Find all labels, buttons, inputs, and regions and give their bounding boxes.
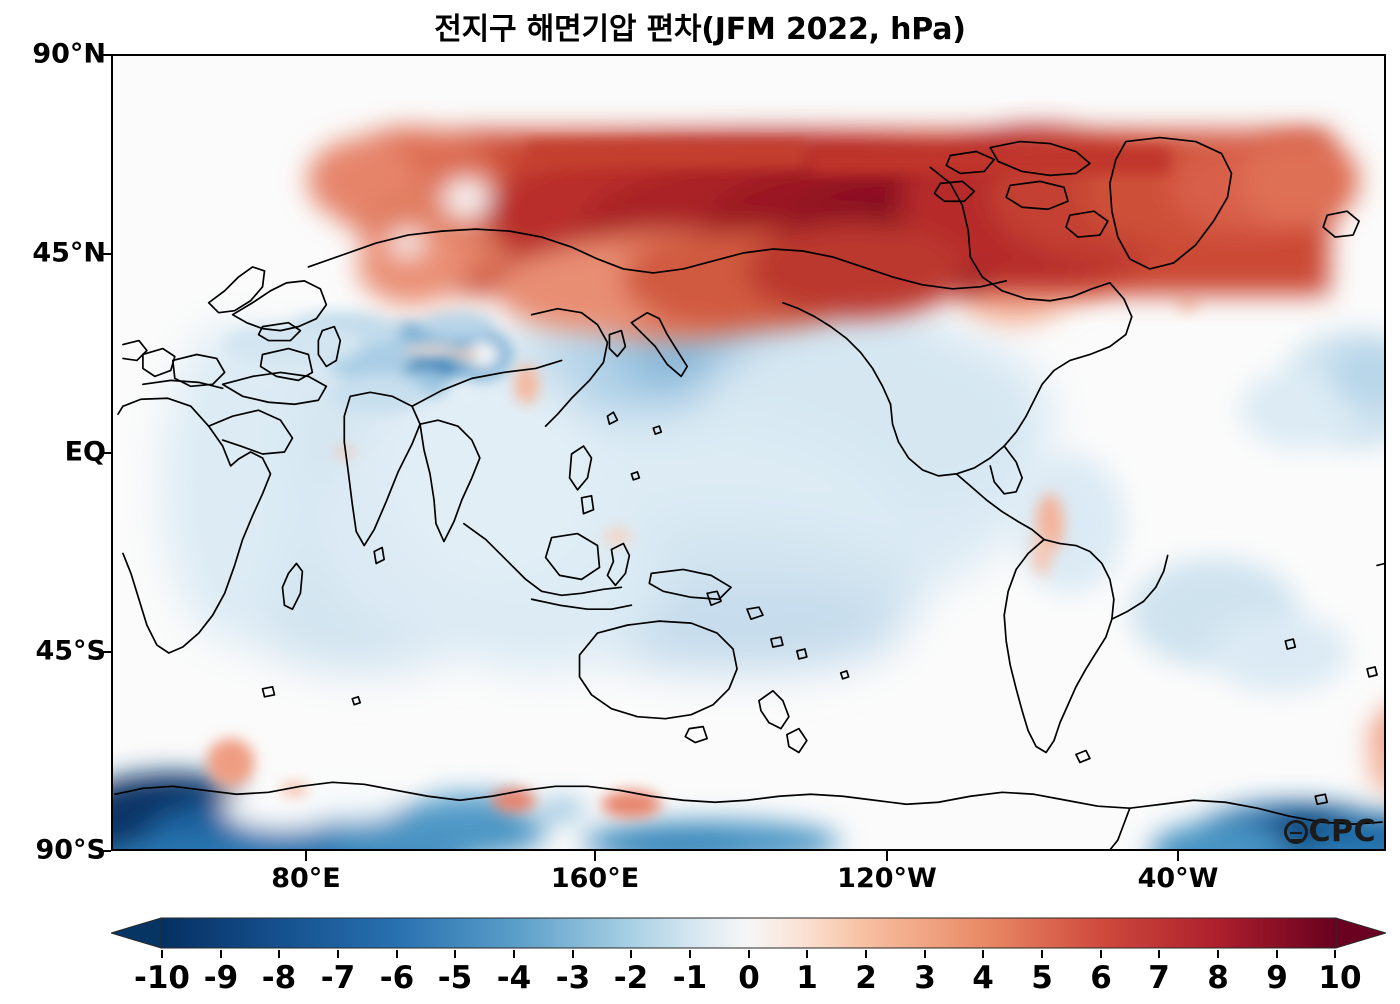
cbtick-mark--3 [572,950,574,958]
ytick-label-90s: 90°S [35,834,106,866]
ytick-label-90n: 90°N [32,38,106,70]
cbtick-label--1: -1 [672,960,708,996]
cbtick-mark-10 [1334,950,1336,958]
cbtick-mark-1 [806,950,808,958]
cbtick-mark--1 [689,950,691,958]
cbtick-mark-5 [1041,950,1043,958]
ytick-label-45n: 45°N [32,237,106,269]
cbtick-label--10: -10 [133,960,191,996]
cbtick-mark-9 [1276,950,1278,958]
cbtick-label-9: 9 [1266,960,1288,996]
cbtick-label-4: 4 [972,960,994,996]
cpc-watermark-text: CPC [1308,814,1376,849]
map-canvas [113,56,1384,849]
cbtick-mark-3 [924,950,926,958]
noaa-circle-icon [1284,820,1309,844]
cbtick-label-10: 10 [1318,960,1362,996]
xtick-mark-120w [886,851,888,861]
cbtick-label--2: -2 [613,960,649,996]
cbtick-label-7: 7 [1148,960,1170,996]
colorbar-gradient [111,917,1386,949]
ytick-mark-eq [101,452,111,454]
cpc-watermark: CPC [1284,817,1376,847]
cbtick-mark-8 [1217,950,1219,958]
cbtick-mark--8 [278,950,280,958]
xtick-mark-80e [305,851,307,861]
cbtick-mark--10 [161,950,163,958]
cbtick-label-5: 5 [1031,960,1053,996]
cbtick-label--8: -8 [261,960,297,996]
cbtick-label-8: 8 [1207,960,1229,996]
cbtick-label--9: -9 [203,960,239,996]
cbtick-mark-4 [982,950,984,958]
xtick-label-120w: 120°W [837,863,937,894]
cbtick-mark--2 [630,950,632,958]
cbtick-label-3: 3 [914,960,936,996]
cbtick-mark-6 [1100,950,1102,958]
ytick-label-45s: 45°S [35,635,106,667]
cbtick-mark--6 [396,950,398,958]
cbtick-mark--7 [337,950,339,958]
colorbar [111,916,1386,950]
page-title: 전지구 해면기압 편차(JFM 2022, hPa) [434,12,966,47]
cbtick-label-6: 6 [1090,960,1112,996]
cbtick-label-0: 0 [738,960,760,996]
cbtick-mark--4 [513,950,515,958]
ytick-label-eq: EQ [64,436,106,468]
xtick-label-40w: 40°W [1137,863,1219,894]
cbtick-label--4: -4 [496,960,532,996]
coastlines-layer [114,136,1384,849]
cbtick-label--3: -3 [555,960,591,996]
anomaly-shading-layer [113,125,1384,849]
cbtick-mark--9 [220,950,222,958]
cbtick-mark--5 [454,950,456,958]
xtick-mark-160e [594,851,596,861]
cbtick-label--6: -6 [379,960,415,996]
cbtick-label--7: -7 [320,960,356,996]
map-plot-area: CPC [111,54,1386,851]
ytick-mark-90s [101,850,111,852]
cbtick-label-1: 1 [796,960,818,996]
xtick-label-80e: 80°E [271,863,341,894]
cbtick-mark-7 [1158,950,1160,958]
ytick-mark-90n [101,54,111,56]
xtick-mark-40w [1177,851,1179,861]
ytick-mark-45s [101,651,111,653]
ytick-mark-45n [101,253,111,255]
xtick-label-160e: 160°E [550,863,640,894]
cbtick-mark-2 [865,950,867,958]
cbtick-label-2: 2 [855,960,877,996]
cbtick-mark-0 [748,950,750,958]
cbtick-label--5: -5 [437,960,473,996]
